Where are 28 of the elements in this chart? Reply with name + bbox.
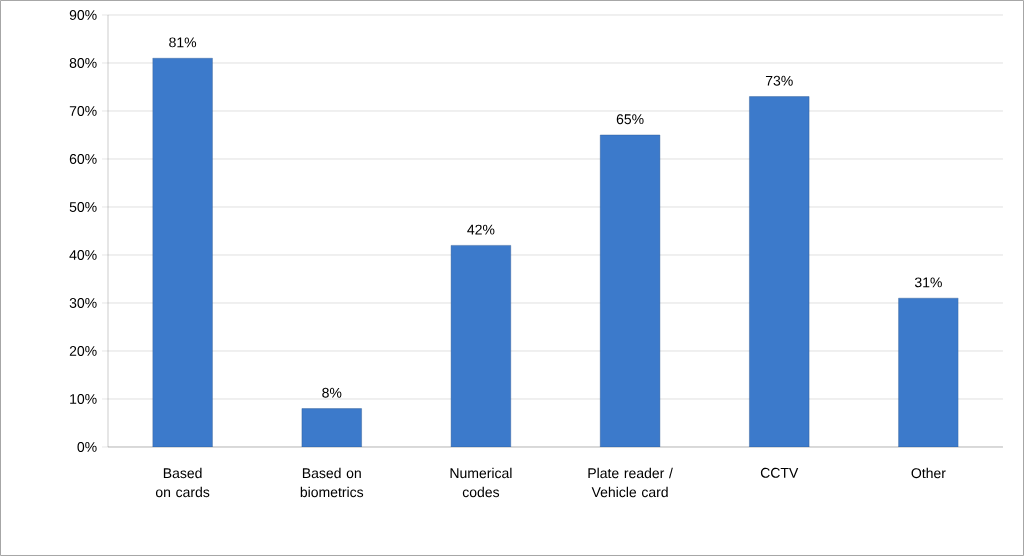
- x-tick-label: Based on biometrics: [300, 467, 364, 498]
- y-tick-label: 20%: [69, 346, 97, 356]
- bar: [898, 297, 959, 447]
- x-tick-label: Plate reader / Vehicle card: [588, 467, 673, 498]
- bar: [301, 408, 362, 447]
- y-tick-label: 80%: [69, 58, 97, 68]
- x-tick-label: CCTV: [760, 467, 799, 478]
- y-tick-label: 70%: [69, 106, 97, 116]
- bar: [152, 57, 213, 447]
- y-tick-label: 60%: [69, 154, 97, 164]
- x-tick-label: Numerical codes: [450, 467, 512, 498]
- bar: [749, 96, 810, 447]
- data-label: 8%: [322, 387, 342, 398]
- bar: [600, 134, 661, 447]
- y-tick-label: 90%: [69, 10, 97, 20]
- bar: [450, 245, 511, 447]
- x-tick-label: Other: [911, 467, 946, 479]
- y-tick-label: 0%: [77, 442, 97, 452]
- data-label: 81%: [169, 37, 197, 48]
- data-label: 42%: [467, 224, 495, 235]
- data-label: 73%: [765, 75, 793, 86]
- y-tick-label: 50%: [69, 202, 97, 212]
- y-tick-label: 40%: [69, 250, 97, 260]
- x-tick-label: Based on cards: [155, 467, 210, 498]
- y-tick-label: 30%: [69, 298, 97, 308]
- y-tick-label: 10%: [70, 394, 97, 404]
- data-label: 65%: [616, 114, 644, 125]
- data-label: 31%: [914, 277, 942, 288]
